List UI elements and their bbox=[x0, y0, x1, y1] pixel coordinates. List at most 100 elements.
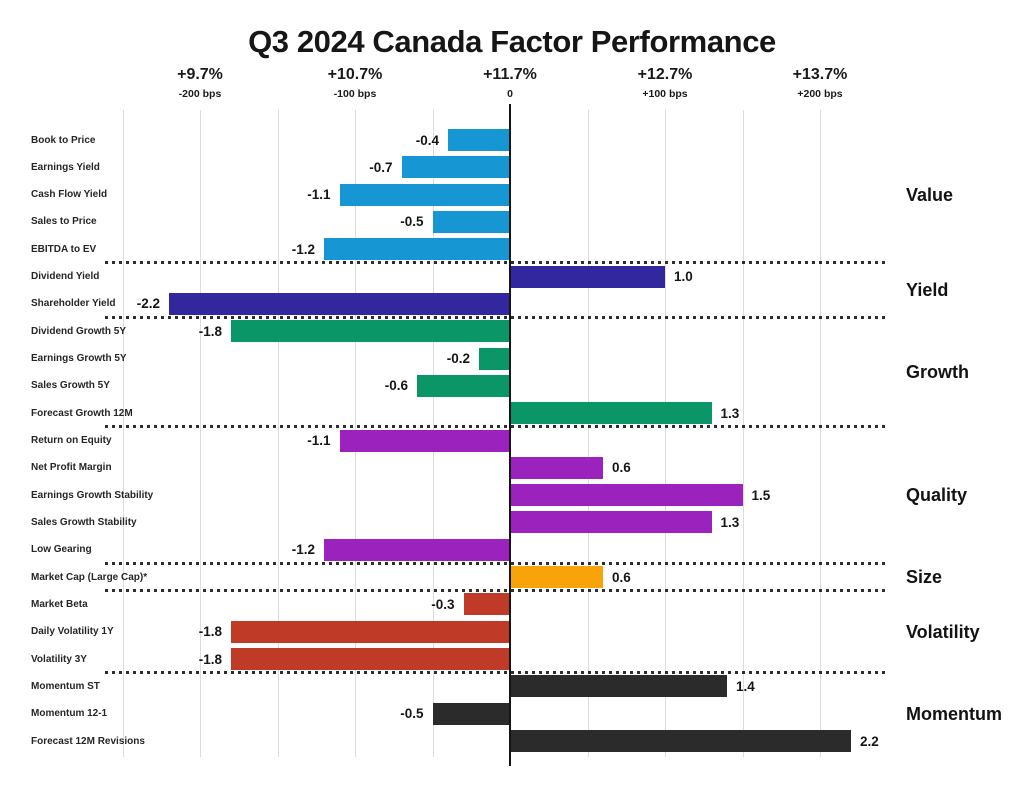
factor-value-market-beta: -0.3 bbox=[431, 596, 455, 612]
group-label-quality: Quality bbox=[906, 485, 968, 506]
axis-tick-bps: +100 bps bbox=[642, 88, 688, 100]
factor-row-label-momentum-12-1: Momentum 12-1 bbox=[31, 708, 108, 720]
factor-row-label-book-to-price: Book to Price bbox=[31, 134, 96, 146]
chart-title: Q3 2024 Canada Factor Performance bbox=[248, 24, 776, 59]
factor-value-earnings-yield: -0.7 bbox=[369, 159, 393, 175]
group-separator bbox=[105, 316, 886, 320]
factor-value-return-on-equity: -1.1 bbox=[307, 433, 331, 449]
axis-tick-percent: +12.7% bbox=[637, 66, 693, 83]
axis-tick-percent: +9.7% bbox=[177, 66, 223, 83]
gridline bbox=[277, 110, 279, 757]
factor-bar-momentum-st bbox=[510, 675, 727, 698]
factor-value-book-to-price: -0.4 bbox=[415, 132, 439, 148]
factor-value-momentum-12-1: -0.5 bbox=[400, 706, 424, 722]
factor-row-label-forecast-growth-12m: Forecast Growth 12M bbox=[31, 407, 133, 419]
factor-value-dividend-growth-5y: -1.8 bbox=[198, 323, 222, 339]
gridline bbox=[742, 110, 744, 757]
factor-value-forecast-growth-12m: 1.3 bbox=[720, 405, 740, 421]
factor-row-label-return-on-equity: Return on Equity bbox=[31, 435, 112, 447]
factor-row-label-sales-to-price: Sales to Price bbox=[31, 216, 97, 228]
factor-value-daily-volatility-1y: -1.8 bbox=[198, 624, 222, 640]
axis-tick: +11.7% 0 bbox=[435, 66, 585, 100]
group-separator bbox=[105, 589, 886, 593]
factor-bar-sales-growth-5y bbox=[417, 374, 510, 397]
factor-value-momentum-st: 1.4 bbox=[736, 678, 755, 694]
factor-bar-sales-to-price bbox=[432, 210, 510, 233]
factor-bar-daily-volatility-1y bbox=[231, 620, 510, 643]
factor-bar-low-gearing bbox=[324, 538, 510, 561]
factor-value-sales-growth-stability: 1.3 bbox=[720, 514, 740, 530]
factor-row-label-dividend-yield: Dividend Yield bbox=[31, 271, 100, 283]
gridline bbox=[665, 110, 666, 757]
axis-tick: +12.7% +100 bps bbox=[590, 66, 740, 100]
axis-tick: +9.7% -200 bps bbox=[125, 66, 275, 100]
factor-value-sales-to-price: -0.5 bbox=[400, 214, 424, 230]
group-separator bbox=[105, 261, 886, 265]
factor-row-label-market-beta: Market Beta bbox=[31, 598, 88, 610]
factor-row-label-earnings-growth-5y: Earnings Growth 5Y bbox=[31, 353, 127, 365]
zero-axis-line bbox=[509, 104, 511, 766]
factor-bar-return-on-equity bbox=[339, 429, 510, 452]
factor-row-label-daily-volatility-1y: Daily Volatility 1Y bbox=[31, 626, 114, 638]
axis-tick-bps: -100 bps bbox=[333, 88, 377, 100]
group-label-value: Value bbox=[906, 184, 954, 205]
factor-bar-dividend-growth-5y bbox=[231, 320, 510, 343]
factor-value-earnings-growth-5y: -0.2 bbox=[446, 351, 470, 367]
factor-bar-earnings-growth-5y bbox=[479, 347, 510, 370]
factor-row-label-sales-growth-stability: Sales Growth Stability bbox=[31, 516, 137, 528]
factor-bar-forecast-growth-12m bbox=[510, 402, 712, 425]
group-label-size: Size bbox=[906, 567, 943, 588]
factor-value-shareholder-yield: -2.2 bbox=[136, 296, 160, 312]
axis-tick-bps: -200 bps bbox=[178, 88, 222, 100]
factor-bar-momentum-12-1 bbox=[432, 702, 510, 725]
factor-row-label-sales-growth-5y: Sales Growth 5Y bbox=[31, 380, 110, 392]
axis-tick-percent: +10.7% bbox=[327, 66, 383, 83]
factor-row-label-low-gearing: Low Gearing bbox=[31, 544, 92, 556]
factor-value-earnings-growth-stability: 1.5 bbox=[751, 487, 771, 503]
gridline bbox=[200, 110, 201, 757]
factor-bar-earnings-growth-stability bbox=[510, 484, 743, 507]
factor-value-volatility-3y: -1.8 bbox=[198, 651, 222, 667]
axis-tick-percent: +11.7% bbox=[483, 66, 537, 83]
axis-tick: +13.7% +200 bps bbox=[745, 66, 895, 100]
factor-bar-shareholder-yield bbox=[169, 292, 510, 315]
factor-value-dividend-yield: 1.0 bbox=[674, 269, 693, 285]
group-separator bbox=[105, 425, 886, 429]
factor-bar-volatility-3y bbox=[231, 648, 510, 671]
factor-bar-sales-growth-stability bbox=[510, 511, 712, 534]
axis-tick: +10.7% -100 bps bbox=[280, 66, 430, 100]
factor-row-label-ebitda-to-ev: EBITDA to EV bbox=[31, 243, 97, 255]
gridline bbox=[587, 110, 589, 757]
factor-bar-market-beta bbox=[463, 593, 510, 616]
group-label-growth: Growth bbox=[906, 362, 969, 383]
factor-bar-book-to-price bbox=[448, 129, 510, 151]
factor-row-label-earnings-yield: Earnings Yield bbox=[31, 161, 100, 173]
factor-value-market-cap-large-cap: 0.6 bbox=[612, 569, 631, 585]
group-label-volatility: Volatility bbox=[906, 621, 980, 642]
factor-row-label-market-cap-large-cap: Market Cap (Large Cap)* bbox=[31, 571, 148, 583]
factor-bar-cash-flow-yield bbox=[339, 183, 510, 206]
factor-bar-market-cap-large-cap bbox=[510, 566, 603, 589]
factor-row-label-momentum-st: Momentum ST bbox=[31, 680, 100, 692]
group-separator bbox=[105, 671, 886, 675]
factor-row-label-net-profit-margin: Net Profit Margin bbox=[31, 462, 112, 474]
factor-bar-forecast-12m-revisions bbox=[510, 730, 851, 753]
factor-bar-net-profit-margin bbox=[510, 456, 603, 479]
factor-bar-earnings-yield bbox=[401, 156, 510, 179]
group-label-momentum: Momentum bbox=[906, 703, 1002, 724]
factor-bar-dividend-yield bbox=[510, 265, 665, 288]
factor-row-label-shareholder-yield: Shareholder Yield bbox=[31, 298, 116, 310]
axis-tick-bps: +200 bps bbox=[797, 88, 843, 100]
factor-value-low-gearing: -1.2 bbox=[291, 542, 315, 558]
group-label-yield: Yield bbox=[906, 280, 949, 301]
axis-tick-percent: +13.7% bbox=[792, 66, 848, 83]
factor-row-label-forecast-12m-revisions: Forecast 12M Revisions bbox=[31, 735, 145, 747]
factor-row-label-dividend-growth-5y: Dividend Growth 5Y bbox=[31, 325, 127, 337]
factor-row-label-cash-flow-yield: Cash Flow Yield bbox=[31, 189, 108, 201]
gridline bbox=[122, 110, 124, 757]
factor-value-net-profit-margin: 0.6 bbox=[612, 460, 631, 476]
factor-value-sales-growth-5y: -0.6 bbox=[384, 378, 408, 394]
factor-value-cash-flow-yield: -1.1 bbox=[307, 187, 331, 203]
factor-value-forecast-12m-revisions: 2.2 bbox=[860, 733, 879, 749]
